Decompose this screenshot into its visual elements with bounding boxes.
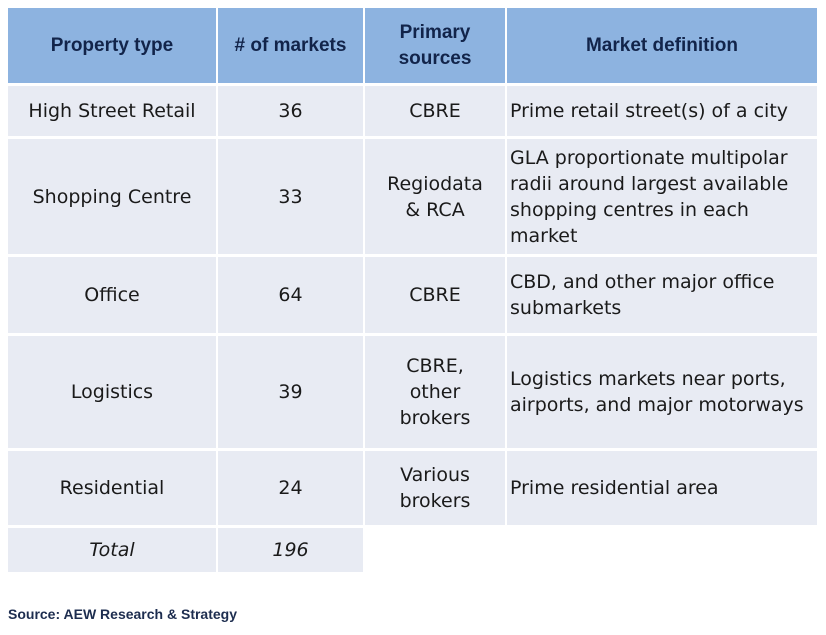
- row-market-definition: Logistics markets near ports, airports, …: [507, 336, 817, 448]
- row-num-markets: 33: [218, 139, 363, 254]
- row-num-markets: 64: [218, 257, 363, 333]
- row-primary-sources: CBRE, other brokers: [365, 336, 505, 448]
- total-empty-cell: [365, 528, 505, 572]
- row-property-type: Shopping Centre: [8, 139, 216, 254]
- header-primary-sources: Primary sources: [365, 8, 505, 83]
- row-property-type: Office: [8, 257, 216, 333]
- row-primary-sources: Various brokers: [365, 451, 505, 525]
- header-market-definition: Market definition: [507, 8, 817, 83]
- markets-table: Property type # of markets Primary sourc…: [8, 8, 817, 572]
- row-market-definition: Prime residential area: [507, 451, 817, 525]
- row-market-definition: GLA proportionate multipolar radii aroun…: [507, 139, 817, 254]
- row-num-markets: 24: [218, 451, 363, 525]
- source-note: Source: AEW Research & Strategy: [8, 606, 237, 622]
- total-label: Total: [8, 528, 216, 572]
- header-property-type: Property type: [8, 8, 216, 83]
- row-property-type: Residential: [8, 451, 216, 525]
- row-primary-sources: CBRE: [365, 86, 505, 136]
- total-markets: 196: [218, 528, 363, 572]
- row-num-markets: 36: [218, 86, 363, 136]
- header-num-markets: # of markets: [218, 8, 363, 83]
- row-market-definition: Prime retail street(s) of a city: [507, 86, 817, 136]
- total-empty-cell: [507, 528, 817, 572]
- row-market-definition: CBD, and other major office submarkets: [507, 257, 817, 333]
- row-property-type: High Street Retail: [8, 86, 216, 136]
- row-num-markets: 39: [218, 336, 363, 448]
- row-property-type: Logistics: [8, 336, 216, 448]
- row-primary-sources: CBRE: [365, 257, 505, 333]
- row-primary-sources: Regiodata & RCA: [365, 139, 505, 254]
